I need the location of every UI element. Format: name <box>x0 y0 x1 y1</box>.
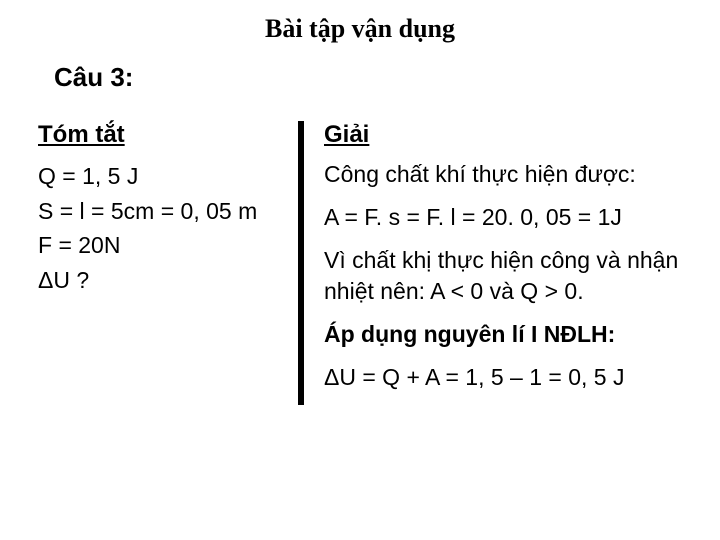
solution-line: Áp dụng nguyên lí I NĐLH: <box>324 319 684 350</box>
summary-line: S = l = 5cm = 0, 05 m <box>38 194 298 229</box>
solution-line: ΔU = Q + A = 1, 5 – 1 = 0, 5 J <box>324 362 684 393</box>
solution-heading: Giải <box>324 121 684 149</box>
page-title: Bài tập vận dụng <box>30 14 690 44</box>
page: Bài tập vận dụng Câu 3: Tóm tắt Q = 1, 5… <box>0 0 720 540</box>
solution-line: Công chất khí thực hiện được: <box>324 159 684 190</box>
solution-line: A = F. s = F. l = 20. 0, 05 = 1J <box>324 202 684 233</box>
question-label: Câu 3: <box>54 62 690 93</box>
summary-heading: Tóm tắt <box>38 121 298 149</box>
solution-line: Vì chất khị thực hiện công và nhận nhiệt… <box>324 245 684 307</box>
solution-column: Giải Công chất khí thực hiện được: A = F… <box>304 121 690 405</box>
content-row: Tóm tắt Q = 1, 5 J S = l = 5cm = 0, 05 m… <box>30 121 690 405</box>
summary-line: Q = 1, 5 J <box>38 159 298 194</box>
summary-line: F = 20N <box>38 228 298 263</box>
summary-column: Tóm tắt Q = 1, 5 J S = l = 5cm = 0, 05 m… <box>30 121 298 297</box>
summary-line: ΔU ? <box>38 263 298 298</box>
